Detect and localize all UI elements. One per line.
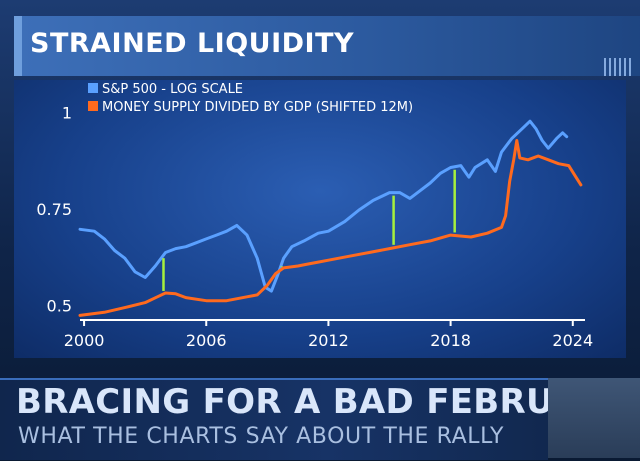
legend-swatch	[88, 83, 98, 93]
x-tick-label: 2000	[64, 331, 105, 350]
legend-label: MONEY SUPPLY DIVIDED BY GDP (SHIFTED 12M…	[102, 100, 413, 115]
decorative-stripes	[604, 58, 634, 76]
x-tick-label: 2024	[552, 331, 593, 350]
x-tick-label: 2006	[186, 331, 227, 350]
y-tick-label: 0.75	[36, 200, 72, 219]
title-banner	[14, 16, 640, 76]
lower-third-banner	[0, 378, 548, 460]
y-tick-label: 0.5	[47, 297, 72, 316]
x-tick-label: 2018	[430, 331, 471, 350]
x-tick-label: 2012	[308, 331, 349, 350]
legend-label: S&P 500 - LOG SCALE	[102, 82, 243, 97]
network-bug-block	[548, 378, 640, 458]
y-tick-label: 1	[62, 104, 72, 123]
chart-title: STRAINED LIQUIDITY	[30, 28, 355, 59]
money-supply-line	[78, 139, 583, 317]
lower-third-headline: BRACING FOR A BAD FEBRUARY	[16, 382, 629, 422]
sp500-line	[78, 119, 569, 293]
legend-swatch	[88, 101, 98, 111]
lower-third-subheadline: WHAT THE CHARTS SAY ABOUT THE RALLY	[18, 424, 505, 449]
